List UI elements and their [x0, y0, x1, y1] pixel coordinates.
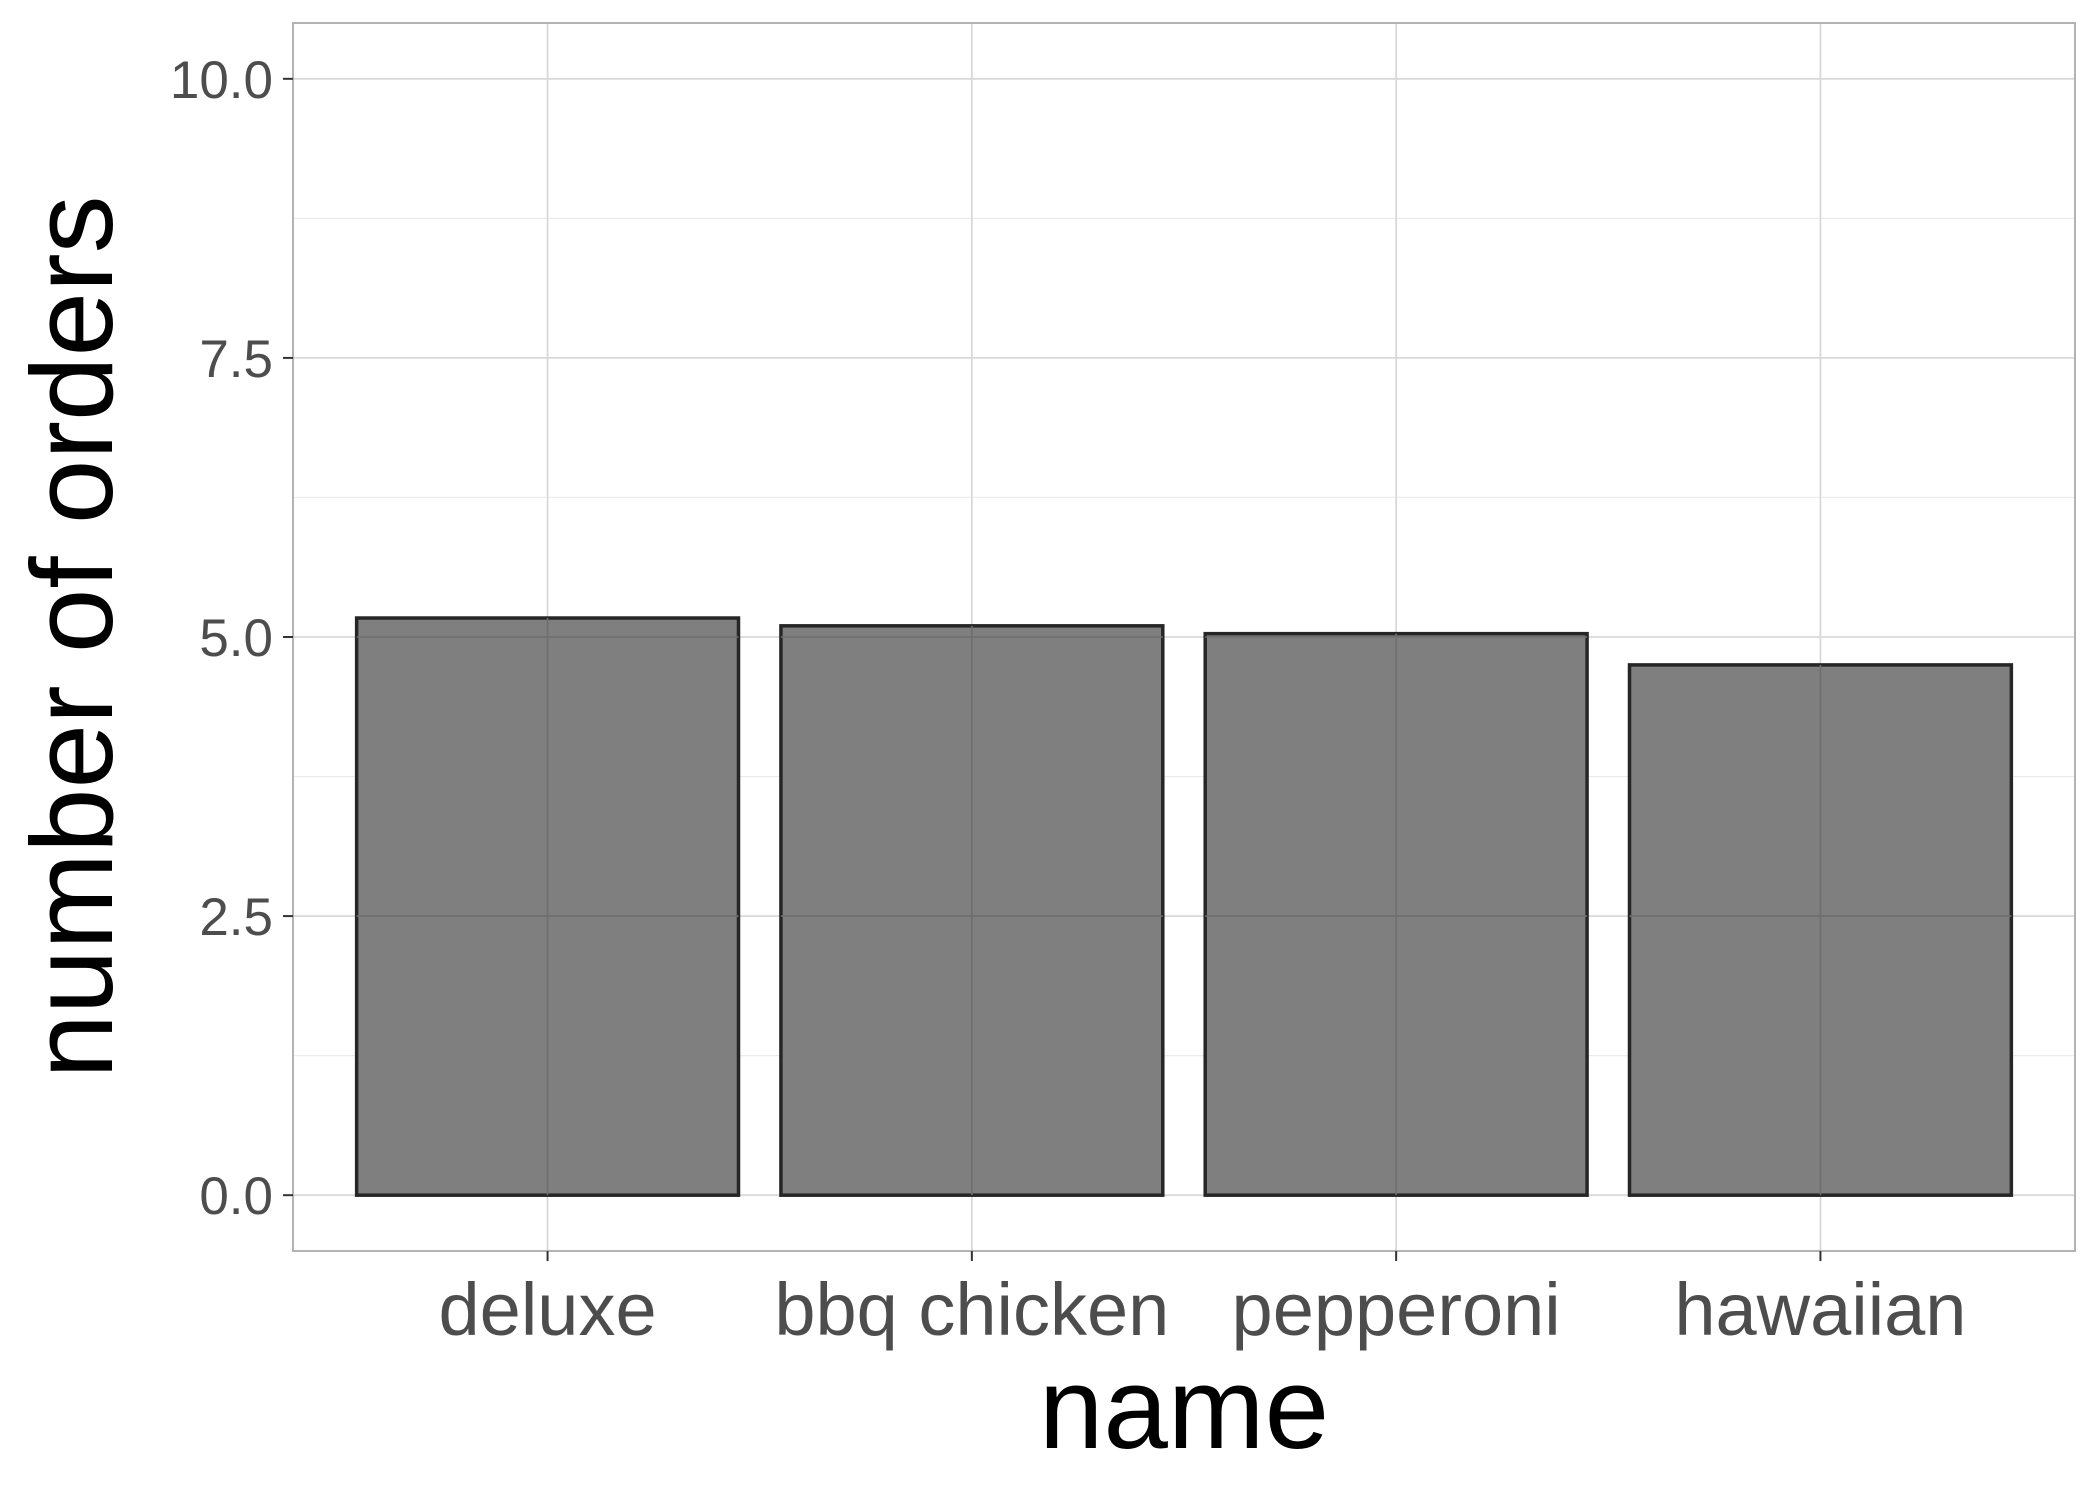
vertical-grid-overlay — [356, 618, 2012, 1196]
y-axis-title: number of orders — [7, 195, 137, 1078]
bars — [354, 616, 2014, 1197]
y-axis-ticks: 0.0 2.5 5.0 7.5 10.0 — [170, 51, 293, 1226]
y-tick-label: 0.0 — [199, 1167, 273, 1226]
x-tick-label: deluxe — [439, 1268, 657, 1351]
x-axis-ticks: deluxe bbq chicken pepperoni hawaiian — [439, 1251, 1966, 1351]
x-tick-label: bbq chicken — [774, 1268, 1169, 1351]
x-tick-label: pepperoni — [1232, 1268, 1561, 1351]
x-axis-title: name — [1039, 1343, 1329, 1473]
x-tick-label: hawaiian — [1674, 1268, 1966, 1351]
y-tick-label: 10.0 — [170, 51, 273, 110]
y-tick-label: 5.0 — [199, 609, 273, 668]
y-tick-label: 2.5 — [199, 888, 273, 947]
y-tick-label: 7.5 — [199, 330, 273, 389]
